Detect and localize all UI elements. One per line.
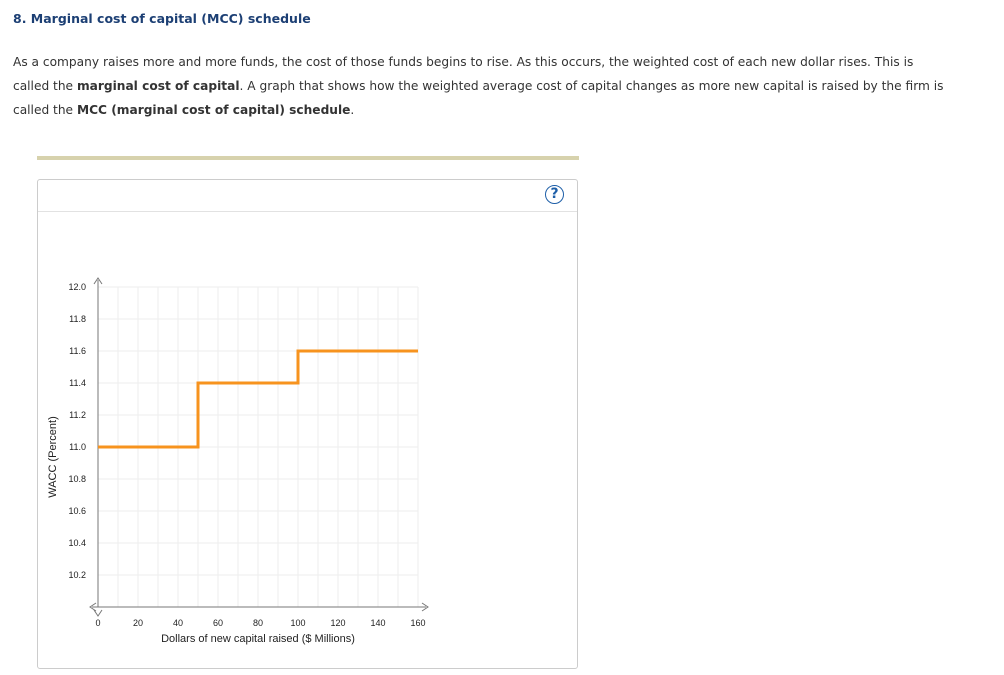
x-tick-label: 60 — [213, 618, 223, 628]
y-axis-down-arrow-icon — [93, 609, 103, 617]
y-tick-label: 11.0 — [69, 442, 86, 452]
question-title: 8. Marginal cost of capital (MCC) schedu… — [13, 11, 311, 26]
intro-bold-term: MCC (marginal cost of capital) schedule — [76, 103, 351, 117]
intro-text: . — [350, 103, 355, 117]
y-tick-label: 10.4 — [68, 538, 86, 548]
y-tick-label: 11.8 — [69, 314, 86, 324]
intro-text: As a company raises more and more funds,… — [13, 55, 914, 93]
x-tick-label: 140 — [370, 618, 385, 628]
y-tick-label: 11.4 — [69, 378, 86, 388]
x-tick-label: 160 — [410, 618, 425, 628]
question-circle-icon[interactable]: ? — [545, 185, 564, 204]
x-tick-label: 100 — [290, 618, 305, 628]
x-axis-label: Dollars of new capital raised ($ Million… — [161, 633, 355, 645]
x-tick-label: 40 — [173, 618, 183, 628]
graph-panel: ? — [37, 179, 578, 669]
y-tick-label: 10.2 — [68, 570, 86, 580]
x-axis-arrow-icon — [421, 602, 429, 612]
y-tick-label: 10.6 — [68, 506, 86, 516]
y-tick-label: 12.0 — [68, 282, 86, 292]
y-tick-label: 10.8 — [68, 474, 86, 484]
x-tick-label: 0 — [95, 618, 100, 628]
x-tick-label: 120 — [330, 618, 345, 628]
x-tick-label: 20 — [133, 618, 143, 628]
y-axis-label: WACC (Percent) — [47, 416, 59, 498]
x-tick-label: 80 — [253, 618, 263, 628]
y-tick-label: 11.6 — [69, 346, 86, 356]
section-divider — [37, 156, 579, 160]
mcc-step-line — [98, 349, 418, 449]
intro-bold-term: marginal cost of capital — [76, 79, 240, 93]
y-tick-label: 11.2 — [69, 410, 86, 420]
y-axis-arrow-icon — [93, 277, 103, 285]
x-axis-left-arrow-icon — [89, 602, 97, 612]
panel-header-divider — [38, 211, 577, 212]
intro-text: . A graph that shows how the weighted av… — [13, 79, 944, 117]
intro-paragraph: As a company raises more and more funds,… — [13, 50, 953, 122]
